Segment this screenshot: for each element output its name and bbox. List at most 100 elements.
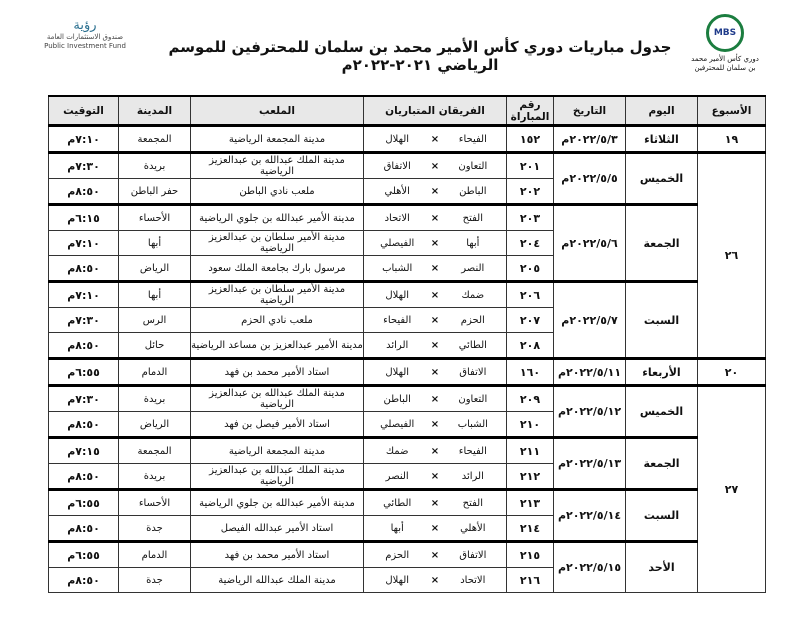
day: الثلاثاء xyxy=(625,124,698,153)
team-2: الباطن xyxy=(383,393,411,405)
title: جدول مباريات دوري كأس الأمير محمد بن سلم… xyxy=(168,38,672,74)
versus: × xyxy=(430,574,440,586)
match-row: ٢١٦ الاتحاد × الهلال مدينة الملك عبدالله الر… xyxy=(48,567,766,593)
day: الجمعة xyxy=(625,203,698,282)
teams-box: الحزم × الفيحاء xyxy=(364,315,506,326)
match-number: ١٥٢ xyxy=(506,124,554,153)
date: ٢٠٢٢/٥/٥م xyxy=(553,151,626,205)
day: الجمعة xyxy=(625,436,698,490)
date: ٢٠٢٢/٥/٣م xyxy=(553,124,626,153)
time: ٧:٣٠م xyxy=(48,307,119,333)
stadium: مدينة المجمعة الرياضية xyxy=(190,436,364,464)
team-1: التعاون xyxy=(458,160,488,172)
team-1: الفيحاء xyxy=(458,133,487,145)
versus: × xyxy=(430,418,440,430)
date: ٢٠٢٢/٥/١٢م xyxy=(553,384,626,438)
team-1: الطائي xyxy=(458,339,487,351)
city: الرياض xyxy=(118,411,191,438)
team-1: الفيحاء xyxy=(458,445,487,457)
team-1: الأهلي xyxy=(460,522,486,534)
city: الأحساء xyxy=(118,203,191,231)
match-number: ٢٠٥ xyxy=(506,255,554,282)
teams-box: الفيحاء × الهلال xyxy=(364,134,506,145)
stadium: مدينة الأمير عبدالله بن جلوي الرياضية xyxy=(190,203,364,231)
stadium: مدينة الملك عبدالله بن عبدالعزيز الرياضي… xyxy=(190,151,364,179)
teams: التعاون × الاتفاق xyxy=(363,151,507,179)
team-2: الاتفاق xyxy=(383,160,411,172)
stadium: مدينة الأمير عبدالله بن جلوي الرياضية xyxy=(190,488,364,516)
versus: × xyxy=(430,185,440,197)
stadium: مدينة الملك عبدالله الرياضية xyxy=(190,567,364,593)
team-1: الرائد xyxy=(461,470,484,482)
stadium: ملعب نادي الحزم xyxy=(190,307,364,333)
league-name: دوري كأس الأمير محمد بن سلمان للمحترفين xyxy=(691,55,759,72)
week: ١٩ xyxy=(697,124,766,153)
teams-box: النصر × الشباب xyxy=(364,263,506,274)
match-row: ٢١٤ الأهلي × أبها استاد الأمير عبدالله الفيص… xyxy=(48,515,766,542)
teams: الاتفاق × الحزم xyxy=(363,540,507,568)
city: الدمام xyxy=(118,540,191,568)
time: ٧:١٠م xyxy=(48,230,119,256)
match-number: ١٦٠ xyxy=(506,357,554,386)
team-1: ضمك xyxy=(461,289,485,301)
versus: × xyxy=(430,212,440,224)
column-header: رقم المباراة xyxy=(506,95,554,126)
match-row: ١٩ الثلاثاء ٢٠٢٢/٥/٣م ١٥٢ الفيحاء × الهلال مدين… xyxy=(48,124,766,153)
date: ٢٠٢٢/٥/٦م xyxy=(553,203,626,282)
versus: × xyxy=(430,497,440,509)
teams: الاتفاق × الهلال xyxy=(363,357,507,386)
match-number: ٢٠٦ xyxy=(506,280,554,308)
time: ٧:١٠م xyxy=(48,280,119,308)
versus: × xyxy=(430,339,440,351)
teams-box: الباطن × الأهلي xyxy=(364,186,506,197)
versus: × xyxy=(430,366,440,378)
city: الرس xyxy=(118,307,191,333)
teams: الفتح × الطائي xyxy=(363,488,507,516)
teams: النصر × الشباب xyxy=(363,255,507,282)
league-logo: MBS دوري كأس الأمير محمد بن سلمان للمحتر… xyxy=(690,14,760,73)
time: ٦:٥٥م xyxy=(48,540,119,568)
time: ٨:٥٠م xyxy=(48,255,119,282)
stadium: مدينة الأمير عبدالعزيز بن مساعد الرياضية xyxy=(190,332,364,359)
time: ٧:٣٠م xyxy=(48,384,119,412)
column-header: التاريخ xyxy=(553,95,626,126)
versus: × xyxy=(430,314,440,326)
stadium: استاد الأمير محمد بن فهد xyxy=(190,357,364,386)
date: ٢٠٢٢/٥/١٥م xyxy=(553,540,626,593)
stadium: استاد الأمير محمد بن فهد xyxy=(190,540,364,568)
time: ٦:٥٥م xyxy=(48,357,119,386)
versus: × xyxy=(430,393,440,405)
teams-box: الرائد × النصر xyxy=(364,471,506,482)
day: السبت xyxy=(625,488,698,542)
teams: الشباب × الفيصلي xyxy=(363,411,507,438)
match-row: ٢٠٨ الطائي × الرائد مدينة الأمير عبدالعزيز ب… xyxy=(48,332,766,359)
teams: الفيحاء × الهلال xyxy=(363,124,507,153)
stadium: استاد الأمير عبدالله الفيصل xyxy=(190,515,364,542)
time: ٧:٣٠م xyxy=(48,151,119,179)
city: الرياض xyxy=(118,255,191,282)
match-row: ٢٠٢ الباطن × الأهلي ملعب نادي الباطن حفر البا… xyxy=(48,178,766,205)
teams-box: الفتح × الاتحاد xyxy=(364,213,506,224)
stadium: مدينة الملك عبدالله بن عبدالعزيز الرياضي… xyxy=(190,463,364,490)
versus: × xyxy=(430,133,440,145)
match-row: ٢٠٧ الحزم × الفيحاء ملعب نادي الحزم الرس ٧:٣٠م xyxy=(48,307,766,333)
team-2: الأهلي xyxy=(384,185,410,197)
time: ٨:٥٠م xyxy=(48,332,119,359)
time: ٨:٥٠م xyxy=(48,178,119,205)
day: الخميس xyxy=(625,384,698,438)
time: ٦:١٥م xyxy=(48,203,119,231)
team-2: الحزم xyxy=(385,549,410,561)
team-1: النصر xyxy=(461,262,485,274)
team-1: التعاون xyxy=(458,393,488,405)
match-number: ٢١٤ xyxy=(506,515,554,542)
team-2: الفيحاء xyxy=(383,314,412,326)
teams-box: ضمك × الهلال xyxy=(364,290,506,301)
match-number: ٢٠٣ xyxy=(506,203,554,231)
team-2: الهلال xyxy=(385,133,410,145)
city: بريدة xyxy=(118,384,191,412)
teams: الفيحاء × ضمك xyxy=(363,436,507,464)
stadium: ملعب نادي الباطن xyxy=(190,178,364,205)
team-2: الهلال xyxy=(385,289,410,301)
city: أبها xyxy=(118,230,191,256)
time: ٧:١٠م xyxy=(48,124,119,153)
